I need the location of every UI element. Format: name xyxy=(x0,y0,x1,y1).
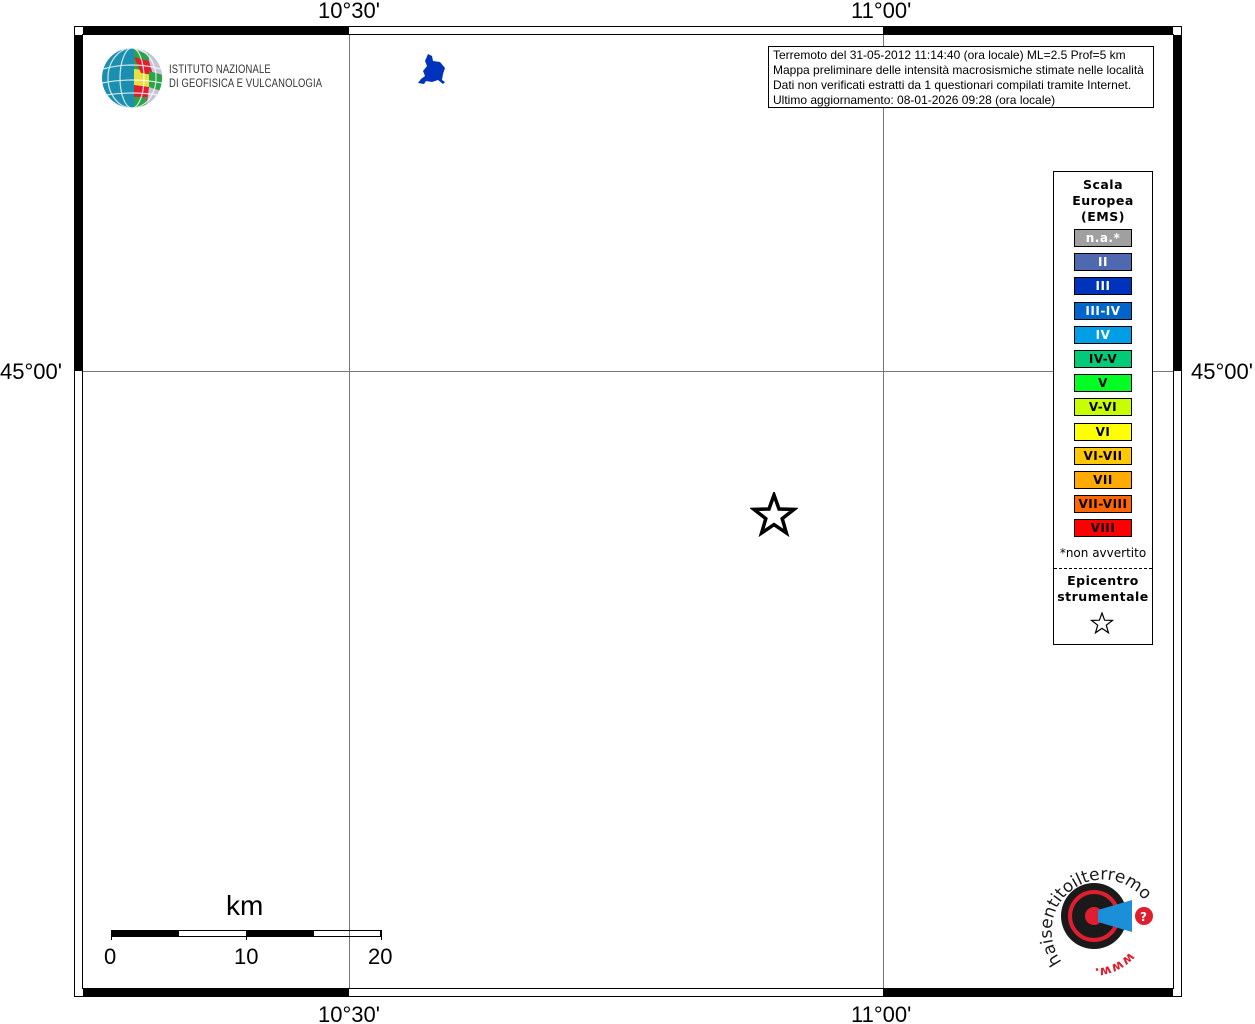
frame-segment xyxy=(883,988,1173,996)
star-icon xyxy=(1090,612,1114,634)
frame-segment xyxy=(883,27,1173,35)
legend-swatch-iv: IV xyxy=(1074,325,1132,344)
legend-swatch-n-a-: n.a.* xyxy=(1074,229,1132,247)
svg-text:?: ? xyxy=(1140,910,1147,924)
lat-label-right: 45°00' xyxy=(1191,359,1253,384)
scale-label: 0 xyxy=(104,944,117,969)
map-outer-border xyxy=(74,26,1182,997)
info-line: Ultimo aggiornamento: 08-01-2026 09:28 (… xyxy=(773,93,1056,107)
lat-label-left: 45°00' xyxy=(0,359,62,384)
legend-swatch-vii-viii: VII-VIII xyxy=(1074,495,1132,514)
frame-segment xyxy=(83,27,349,35)
info-line: Terremoto del 31-05-2012 11:14:40 (ora l… xyxy=(773,48,1126,62)
legend-swatch-iii-iv: III-IV xyxy=(1074,301,1132,320)
legend-epicenter-label: strumentale xyxy=(1057,589,1149,604)
legend-swatch-iii: III xyxy=(1074,277,1132,296)
lon-label-top-left: 10°30' xyxy=(318,0,380,23)
scale-tick xyxy=(246,930,247,940)
hsit-logo: ? haisentitoilterremoto.it www. xyxy=(1032,852,1156,980)
ems-legend: Scala Europea (EMS) n.a.* II III III-IV IV IV… xyxy=(1053,171,1153,645)
legend-swatch-vii: VII xyxy=(1074,471,1132,489)
ingv-logo: ISTITUTO NAZIONALE DI GEOFISICA E VULCAN… xyxy=(101,47,322,115)
legend-swatch-vi-vii: VI-VII xyxy=(1074,446,1132,465)
scale-label: 10 xyxy=(234,944,259,969)
map-inner-border xyxy=(82,34,1174,989)
scale-tick xyxy=(111,930,112,940)
lon-label-bottom-right: 11°00' xyxy=(851,1002,912,1024)
scale-label: 20 xyxy=(368,944,393,969)
lon-label-bottom-left: 10°30' xyxy=(318,1002,380,1024)
legend-swatch-viii: VIII xyxy=(1074,519,1132,538)
legend-swatch-iv-v: IV-V xyxy=(1074,350,1132,368)
info-line: Dati non verificati estratti da 1 questi… xyxy=(773,78,1132,92)
globe-icon xyxy=(101,47,163,109)
legend-note: *non avvertito xyxy=(1059,546,1147,560)
ingv-name-line1: ISTITUTO NAZIONALE xyxy=(169,64,271,76)
info-line: Mappa preliminare delle intensità macros… xyxy=(773,63,1144,77)
svg-text:www.: www. xyxy=(1094,949,1137,979)
scale-tick xyxy=(381,930,382,940)
earthquake-info-box: Terremoto del 31-05-2012 11:14:40 (ora l… xyxy=(768,46,1154,108)
locality-intensity-area xyxy=(418,54,445,84)
legend-title: (EMS) xyxy=(1081,209,1125,224)
lon-label-top-right: 11°00' xyxy=(851,0,912,23)
frame-segment xyxy=(75,35,83,371)
epicenter-star-icon xyxy=(750,492,798,538)
meridian-11-00 xyxy=(883,35,884,988)
frame-segment xyxy=(1173,35,1181,371)
parallel-45-00 xyxy=(83,371,1173,372)
scale-unit: km xyxy=(226,890,264,921)
legend-title: Scala xyxy=(1082,177,1124,192)
frame-segment xyxy=(83,988,349,996)
meridian-10-30 xyxy=(349,35,350,988)
legend-title: Europea xyxy=(1072,193,1134,208)
legend-swatch-ii: II xyxy=(1074,253,1132,272)
legend-swatch-v-vi: V-VI xyxy=(1074,398,1132,417)
legend-epicenter-label: Epicentro xyxy=(1067,573,1139,588)
legend-swatch-v: V xyxy=(1074,374,1132,393)
legend-swatch-vi: VI xyxy=(1074,422,1132,441)
legend-divider xyxy=(1054,568,1152,569)
ingv-name-line2: DI GEOFISICA E VULCANOLOGIA xyxy=(169,78,323,90)
